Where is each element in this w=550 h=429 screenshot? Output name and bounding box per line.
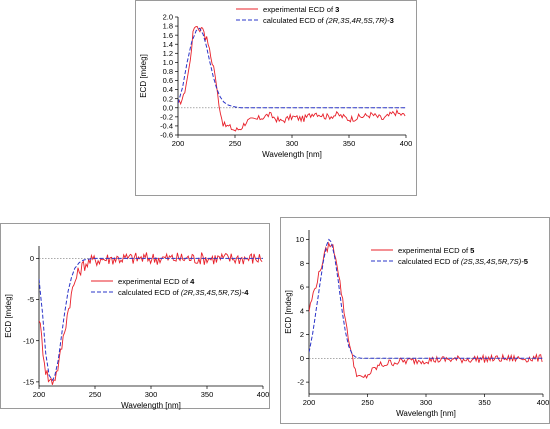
calculated-ecd-line	[39, 257, 263, 382]
experimental-ecd-line	[178, 26, 406, 132]
y-tick-label: 0	[300, 354, 304, 363]
y-axis-label: ECD [mdeg]	[4, 294, 13, 338]
x-tick-label: 300	[420, 398, 433, 407]
x-tick-label: 200	[33, 390, 46, 399]
x-tick-label: 400	[400, 139, 413, 148]
x-tick-label: 250	[89, 390, 102, 399]
x-tick-label: 200	[172, 139, 185, 148]
legend-label: calculated ECD of (2R,3S,4R,5S,7R)-3	[263, 16, 394, 25]
y-tick-label: 1.4	[163, 40, 173, 49]
y-tick-label: 0.2	[163, 94, 173, 103]
legend-label: experimental ECD of 3	[263, 5, 339, 14]
x-axis-label: Wavelength [nm]	[262, 150, 322, 159]
y-tick-label: 4	[300, 306, 304, 315]
chart-right-svg: 200 250 300 350 400 -2 0 2 4 6 8 10 Wavelength [nm] E…	[284, 230, 550, 418]
y-tick-label: 10	[296, 235, 304, 244]
y-tick-label: 0.4	[163, 85, 173, 94]
x-tick-label: 250	[229, 139, 242, 148]
x-tick-label: 400	[537, 398, 550, 407]
y-tick-label: 2.0	[163, 13, 173, 22]
chart-top-svg: 200 250 300 350 400 -0.6-0.4-0.20.00.20.40.60…	[139, 5, 413, 159]
calculated-ecd-line	[309, 238, 543, 359]
y-axis-label: ECD [mdeg]	[284, 290, 293, 334]
y-tick-label: 6	[300, 283, 304, 292]
x-tick-label: 350	[478, 398, 491, 407]
y-tick-label: -0.4	[160, 122, 173, 131]
y-tick-label: -0.6	[160, 131, 173, 140]
x-tick-label: 350	[201, 390, 214, 399]
x-tick-label: 300	[145, 390, 158, 399]
y-tick-label: 0	[30, 254, 34, 263]
y-tick-label: -0.2	[160, 112, 173, 121]
y-tick-label: -15	[23, 377, 34, 386]
chart-panel-right: 200 250 300 350 400 -2 0 2 4 6 8 10 Wavelength [nm] E…	[280, 217, 550, 424]
x-tick-label: 400	[257, 390, 270, 399]
legend-label: calculated ECD of (2S,3S,4S,5R,7S)-5	[398, 257, 529, 266]
y-tick-label: 0.6	[163, 76, 173, 85]
y-tick-label: 1.6	[163, 31, 173, 40]
legend-label: calculated ECD of (2R,3S,4S,5R,7S)-4	[118, 288, 249, 297]
calculated-ecd-line	[178, 27, 406, 109]
chart-panel-left: 200 250 300 350 400 -15 -10 -5 0 Wavelength [nm] E…	[0, 223, 270, 410]
y-tick-label: 0.0	[163, 103, 173, 112]
chart-panel-top: 200 250 300 350 400 -0.6 -0.4 -0.2 0.0 0.2 0.4 0.6 0…	[135, 0, 417, 196]
x-tick-label: 300	[286, 139, 299, 148]
y-tick-label: 8	[300, 259, 304, 268]
chart-left-svg: 200 250 300 350 400 -15 -10 -5 0 Wavelength [nm] E…	[4, 246, 270, 410]
x-axis-label: Wavelength [nm]	[121, 401, 181, 410]
legend-label: experimental ECD of 5	[398, 246, 475, 255]
experimental-ecd-line	[309, 241, 543, 379]
x-tick-label: 250	[361, 398, 374, 407]
legend-label: experimental ECD of 4	[118, 277, 195, 286]
x-tick-label: 200	[303, 398, 316, 407]
y-tick-label: 1.2	[163, 49, 173, 58]
y-tick-label: -5	[27, 295, 34, 304]
y-tick-label: 2	[300, 330, 304, 339]
y-tick-label: -2	[297, 378, 304, 387]
y-axis-label: ECD [mdeg]	[139, 54, 148, 98]
y-tick-label: 0.8	[163, 67, 173, 76]
y-tick-label: -10	[23, 336, 34, 345]
y-tick-label: 1.8	[163, 22, 173, 31]
x-tick-label: 350	[343, 139, 356, 148]
x-axis-label: Wavelength [nm]	[396, 409, 456, 418]
y-tick-label: 1.0	[163, 58, 173, 67]
experimental-ecd-line	[39, 252, 263, 385]
